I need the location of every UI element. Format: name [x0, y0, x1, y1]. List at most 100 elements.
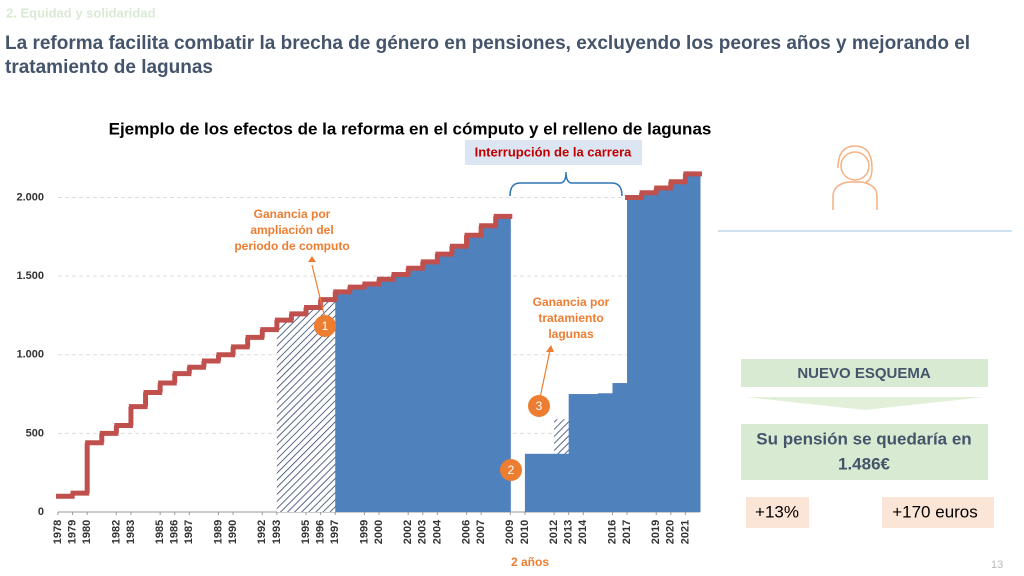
- brace: [509, 171, 623, 197]
- hatched-bar: [276, 320, 292, 512]
- x-tick-label: 1985: [154, 520, 166, 544]
- x-tick-label: 1999: [358, 520, 370, 544]
- area-bar: [393, 274, 409, 512]
- percent: +13%: [755, 502, 799, 521]
- x-tick-label: 2016: [606, 520, 618, 544]
- x-tick-label: 1992: [256, 520, 268, 544]
- area-bar: [451, 246, 468, 512]
- area-bar: [583, 394, 599, 512]
- section: 2. Equidad y solidaridad: [6, 5, 156, 20]
- x-tick-label: 2003: [417, 520, 429, 544]
- person-icon: [832, 145, 878, 210]
- y-tick-label: 1.500: [16, 270, 44, 282]
- percent-box: [746, 497, 809, 528]
- x-tick-label: 1980: [81, 520, 93, 544]
- x-tick-label: 1987: [183, 520, 195, 544]
- area-bar: [466, 235, 482, 512]
- x-tick-label: 1997: [329, 520, 341, 544]
- area-bar: [670, 181, 686, 512]
- area-bar: [437, 254, 453, 512]
- area-bar: [379, 279, 395, 512]
- area-bar: [524, 453, 540, 512]
- area-bar: [408, 268, 424, 512]
- area-bar: [641, 192, 657, 512]
- annotation: ampliación del: [250, 223, 333, 237]
- slide-title: La reforma facilita combatir la brecha d…: [5, 33, 971, 78]
- x-tick-label: 2021: [679, 520, 691, 544]
- x-tick-label: 2014: [577, 519, 589, 544]
- x-tick-label: 2013: [563, 520, 575, 544]
- marker-label: 3: [536, 399, 543, 413]
- x-tick-label: 1979: [66, 520, 78, 544]
- x-tick-label: 2002: [402, 520, 414, 544]
- interruption-box: [465, 140, 642, 165]
- scheme-box: [741, 359, 988, 387]
- area-bar: [627, 197, 643, 513]
- annotation: 2 años: [511, 555, 549, 569]
- euros: +170 euros: [892, 502, 978, 521]
- hatched-bar: [306, 307, 322, 512]
- pension-label: Su pensión se quedaría en: [756, 429, 971, 448]
- interruption-label: Interrupción de la carrera: [475, 144, 633, 159]
- x-tick-label: 1986: [169, 520, 181, 544]
- page-number: 13: [991, 559, 1003, 571]
- hatched-bar: [320, 299, 336, 512]
- area-bar: [364, 283, 380, 512]
- area-bar: [422, 261, 438, 512]
- x-tick-label: 1990: [227, 520, 239, 544]
- pension-value: 1.486€: [838, 454, 891, 473]
- marker-label: 2: [508, 463, 515, 477]
- arrow-down: [745, 397, 985, 410]
- x-tick-label: 2012: [548, 520, 560, 544]
- arrow: [311, 264, 326, 319]
- x-tick-label: 2019: [650, 520, 662, 544]
- area-bar: [568, 394, 584, 512]
- marker: [528, 395, 550, 417]
- area-bar: [349, 287, 365, 512]
- y-tick-label: 1.000: [16, 349, 44, 361]
- scheme-label: NUEVO ESQUEMA: [797, 365, 931, 382]
- area-bar: [612, 383, 628, 512]
- x-tick-label: 2000: [373, 520, 385, 544]
- x-tick-label: 1993: [271, 520, 283, 544]
- annotation: tratamiento: [538, 311, 603, 325]
- x-tick-label: 2020: [665, 520, 677, 544]
- x-tick-label: 1982: [110, 520, 122, 544]
- marker: [500, 459, 522, 481]
- area-bar: [539, 453, 555, 512]
- area-bar: [685, 173, 701, 512]
- x-tick-label: 1996: [315, 520, 327, 544]
- euros-box: [882, 497, 994, 528]
- area-bar: [656, 188, 672, 512]
- arrowhead: [308, 256, 316, 262]
- arrow: [539, 349, 551, 399]
- x-tick-label: 2017: [621, 520, 633, 544]
- area-bar: [495, 216, 511, 512]
- area-bar: [554, 453, 570, 512]
- annotation: Ganancia por: [254, 207, 331, 221]
- hatched-bar: [291, 313, 307, 512]
- annotation: lagunas: [548, 327, 594, 341]
- x-tick-label: 2009: [504, 520, 516, 544]
- y-tick-label: 500: [26, 427, 44, 439]
- x-tick-label: 2004: [431, 519, 443, 544]
- area-bar: [481, 225, 497, 512]
- chart-title: Ejemplo de los efectos de la reforma en …: [109, 119, 712, 138]
- pension-box: [741, 424, 988, 480]
- area-bar: [335, 291, 351, 512]
- x-tick-label: 1978: [52, 520, 64, 544]
- x-tick-label: 1995: [300, 520, 312, 544]
- y-tick-label: 0: [38, 506, 44, 518]
- x-tick-label: 1983: [125, 520, 137, 544]
- x-tick-label: 1989: [212, 520, 224, 544]
- x-tick-label: 2010: [519, 520, 531, 544]
- x-tick-label: 2007: [475, 520, 487, 544]
- arrowhead: [546, 345, 554, 352]
- marker-label: 1: [322, 319, 329, 333]
- annotation: periodo de computo: [234, 239, 349, 253]
- area-bar: [597, 393, 613, 512]
- annotation: Ganancia por: [533, 295, 610, 309]
- x-tick-label: 2006: [460, 520, 472, 544]
